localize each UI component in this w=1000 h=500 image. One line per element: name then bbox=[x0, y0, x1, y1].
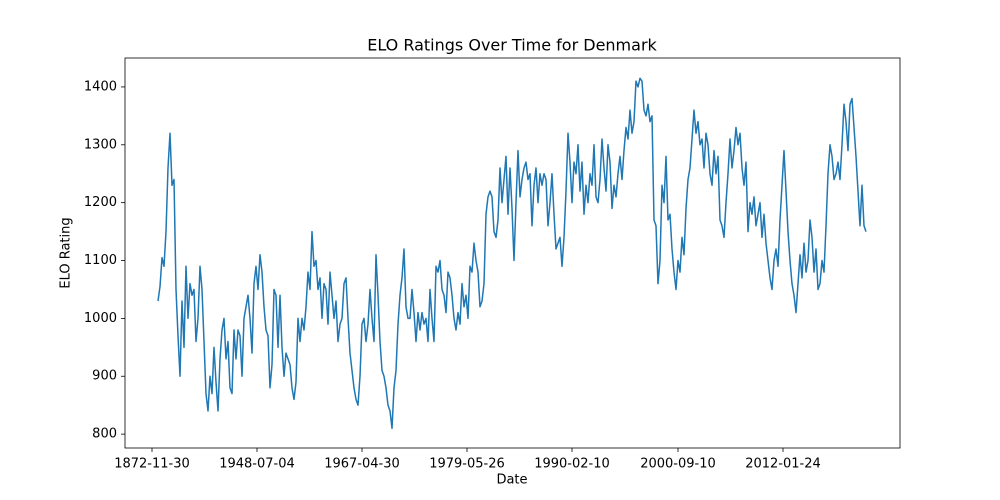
y-tick-label: 900 bbox=[92, 369, 117, 384]
y-tick-label: 800 bbox=[92, 427, 117, 442]
x-tick-label: 1872-11-30 bbox=[114, 457, 190, 472]
y-tick-label: 1300 bbox=[84, 137, 117, 152]
y-tick-label: 1100 bbox=[84, 253, 117, 268]
y-axis-label: ELO Rating bbox=[59, 217, 74, 288]
y-tick-label: 1200 bbox=[84, 195, 117, 210]
y-tick-label: 1000 bbox=[84, 311, 117, 326]
x-tick-label: 1967-04-30 bbox=[324, 457, 400, 472]
line-series bbox=[157, 77, 867, 430]
x-tick-label: 1979-05-26 bbox=[429, 457, 505, 472]
x-tick-label: 1948-07-04 bbox=[219, 457, 295, 472]
plot-frame bbox=[124, 57, 901, 449]
x-axis-label: Date bbox=[496, 473, 527, 488]
x-tick-label: 1990-02-10 bbox=[534, 457, 610, 472]
x-tick-label: 2000-09-10 bbox=[640, 457, 716, 472]
x-tick-label: 2012-01-24 bbox=[745, 457, 821, 472]
y-tick-label: 1400 bbox=[84, 79, 117, 94]
chart-title: ELO Ratings Over Time for Denmark bbox=[367, 36, 657, 55]
